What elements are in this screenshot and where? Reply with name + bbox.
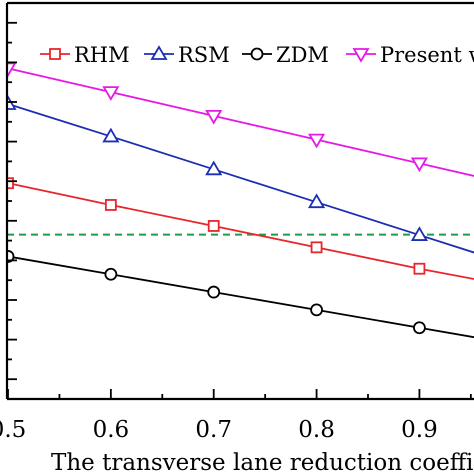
legend-label: Present wo bbox=[380, 43, 474, 67]
series-line bbox=[7, 182, 474, 280]
series-rsm bbox=[7, 95, 474, 254]
x-axis-label: The transverse lane reduction coeffi bbox=[51, 450, 473, 474]
legend: RHM RSM ZDM Present wo bbox=[40, 43, 474, 67]
series-layer bbox=[7, 62, 474, 339]
data-point bbox=[308, 193, 326, 209]
data-point bbox=[413, 262, 426, 275]
data-point bbox=[410, 157, 428, 173]
x-tick-labels: 0.5 0.6 0.7 0.8 0.9 bbox=[0, 417, 438, 443]
legend-marker bbox=[352, 48, 370, 63]
legend-item-rhm: RHM bbox=[40, 43, 130, 67]
data-point bbox=[207, 220, 220, 232]
x-tick-label: 0.7 bbox=[195, 417, 232, 443]
series-rhm bbox=[7, 177, 474, 280]
x-tick-label: 0.9 bbox=[401, 417, 438, 443]
series-line bbox=[7, 255, 474, 339]
legend-item-zdm: ZDM bbox=[242, 43, 329, 67]
data-point bbox=[102, 86, 120, 101]
x-tick-label: 0.8 bbox=[298, 417, 335, 443]
data-point bbox=[207, 285, 221, 299]
series-line bbox=[7, 67, 474, 177]
axes bbox=[5, 1, 474, 401]
legend-marker bbox=[150, 45, 168, 60]
data-point bbox=[102, 127, 120, 143]
data-point bbox=[205, 109, 223, 125]
legend-label: RHM bbox=[74, 43, 130, 67]
data-point bbox=[308, 133, 326, 149]
legend-label: RSM bbox=[178, 43, 230, 67]
legend-item-rsm: RSM bbox=[144, 43, 230, 67]
data-point bbox=[413, 321, 426, 335]
data-point bbox=[104, 267, 118, 281]
data-point bbox=[410, 226, 428, 241]
data-point bbox=[104, 199, 117, 211]
data-point bbox=[310, 241, 323, 254]
x-tick-label: 0.6 bbox=[93, 417, 130, 443]
data-point bbox=[310, 303, 323, 317]
data-point bbox=[205, 160, 223, 176]
legend-marker bbox=[49, 48, 61, 60]
series-line bbox=[7, 103, 474, 254]
legend-label: ZDM bbox=[276, 43, 329, 67]
legend-marker bbox=[250, 47, 264, 61]
series-zdm bbox=[7, 250, 474, 339]
series-present-wo bbox=[7, 62, 474, 177]
legend-item-present-wo: Present wo bbox=[346, 43, 474, 67]
x-tick-label: 0.5 bbox=[0, 417, 26, 443]
